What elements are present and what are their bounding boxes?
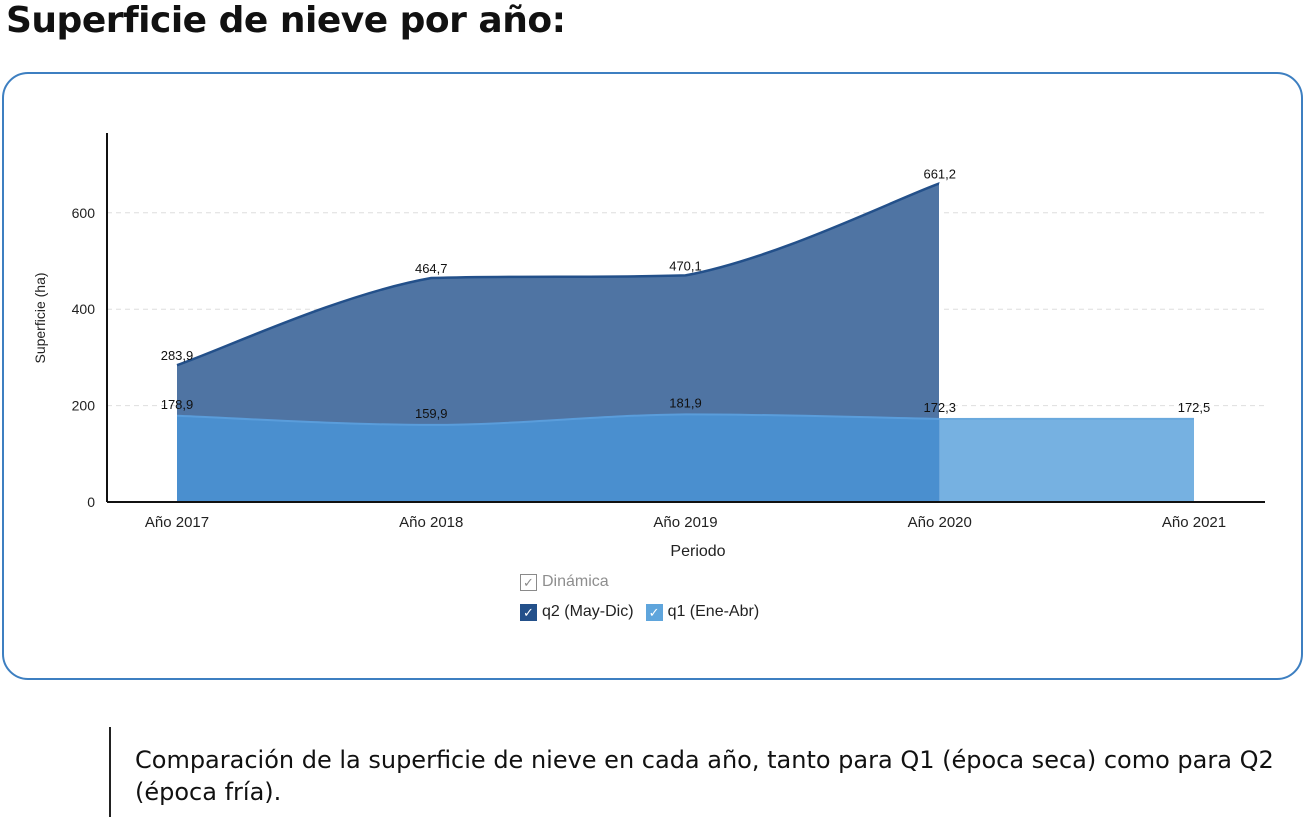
x-tick-label: Año 2018 xyxy=(399,514,463,531)
x-tick-label: Año 2020 xyxy=(908,514,972,531)
checkbox-icon: ✓ xyxy=(520,603,537,621)
y-tick-label: 400 xyxy=(72,301,96,317)
legend-label-q1: q1 (Ene-Abr) xyxy=(667,603,760,620)
data-label-q1: 172,5 xyxy=(1178,400,1211,415)
legend-item-q1[interactable]: ✓ q1 (Ene-Abr) xyxy=(645,603,760,621)
legend-group-toggle[interactable]: ✓ Dinámica xyxy=(520,573,609,591)
y-tick-label: 600 xyxy=(72,205,96,221)
legend-label-q2: q2 (May-Dic) xyxy=(542,603,634,620)
series-area-q1 xyxy=(177,414,940,502)
x-tick-label: Año 2019 xyxy=(653,514,717,531)
data-label-q1: 172,3 xyxy=(923,400,956,415)
chart-panel xyxy=(2,72,1303,680)
data-label-q2: 283,9 xyxy=(161,348,194,363)
y-tick-label: 200 xyxy=(72,398,96,414)
caption-accent-bar xyxy=(109,727,111,817)
y-axis-title: Superficie (ha) xyxy=(32,272,48,363)
checkbox-icon: ✓ xyxy=(645,603,663,621)
area-chart: 0 200 400 600 Año 2017 Año 2018 Año 2019 Año 20… xyxy=(32,133,1265,560)
data-label-q2: 464,7 xyxy=(415,261,448,276)
x-axis-title: Periodo xyxy=(670,543,725,560)
legend-group-label: Dinámica xyxy=(542,573,609,590)
data-label-q1: 178,9 xyxy=(161,397,194,412)
checkbox-icon: ✓ xyxy=(520,573,537,591)
y-tick-label: 0 xyxy=(87,494,95,510)
x-tick-label: Año 2017 xyxy=(145,514,209,531)
data-label-q1: 159,9 xyxy=(415,406,448,421)
x-tick-label: Año 2021 xyxy=(1162,514,1226,531)
data-label-q2: 661,2 xyxy=(923,166,956,181)
series-line-q1 xyxy=(176,413,940,426)
data-label-q1: 181,9 xyxy=(669,395,702,410)
page-title: Superficie de nieve por año: xyxy=(6,0,566,41)
figure-caption: Comparación de la superficie de nieve en… xyxy=(135,746,1274,806)
series-area-q1 xyxy=(939,418,1194,502)
chart-legend: ✓ Dinámica ✓ q2 (May-Dic) ✓ q1 (Ene-Abr) xyxy=(520,570,771,630)
legend-item-q2[interactable]: ✓ q2 (May-Dic) xyxy=(520,603,634,621)
series-line-q2 xyxy=(176,182,941,367)
data-label-q2: 470,1 xyxy=(669,258,702,273)
